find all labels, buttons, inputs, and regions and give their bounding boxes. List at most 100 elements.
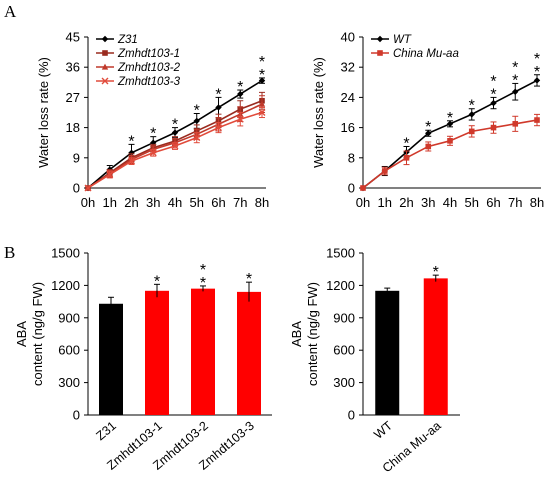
data-point <box>193 117 200 125</box>
bar-group <box>145 283 169 415</box>
legend-item: Zmhdt103-3 <box>96 76 181 88</box>
legend-marker <box>377 50 383 56</box>
significance-mark: * <box>154 273 160 290</box>
x-tick-label: 0h <box>356 195 370 210</box>
y-tick-label: 1500 <box>51 246 80 261</box>
data-point <box>534 117 540 123</box>
data-point <box>149 149 157 157</box>
bar <box>375 290 400 415</box>
significance-mark: * <box>246 271 252 288</box>
data-point <box>512 88 519 95</box>
data-point <box>193 134 201 142</box>
y-tick-label: 9 <box>73 150 80 165</box>
y-tick-label: 27 <box>66 90 80 105</box>
legend-marker <box>376 35 384 43</box>
y-tick-label: 300 <box>58 375 80 390</box>
y-axis-label: Water loss rate (%) <box>311 57 326 168</box>
bar-group <box>191 285 215 415</box>
data-point <box>84 184 92 192</box>
legend-label: Zmhdt103-2 <box>117 62 181 74</box>
y-tick-label: 1500 <box>326 246 355 261</box>
legend-label: WT <box>393 34 412 46</box>
y-axis-label: Water loss rate (%) <box>36 57 51 168</box>
y-axis-label: ABA <box>14 321 29 347</box>
x-tick-label: 2h <box>124 195 138 210</box>
data-point <box>468 111 475 118</box>
bar-group <box>423 274 448 415</box>
data-point <box>236 115 244 123</box>
bar-group <box>237 281 261 415</box>
significance-mark: * <box>194 103 200 120</box>
panel-label-a: A <box>4 2 17 21</box>
significance-mark: * <box>128 133 134 150</box>
significance-mark: * <box>469 98 475 115</box>
legend-item: Zmhdt103-1 <box>96 48 180 60</box>
legend-marker <box>101 35 109 43</box>
x-tick-label: 8h <box>255 195 269 210</box>
data-point <box>512 121 519 127</box>
data-point <box>360 185 366 191</box>
y-tick-label: 8 <box>348 150 355 165</box>
data-point <box>258 77 266 84</box>
significance-mark: * <box>512 59 518 76</box>
legend-label: Zmhdt103-1 <box>117 48 180 60</box>
x-tick-label: 0h <box>81 195 95 210</box>
y-tick-label: 0 <box>348 408 355 423</box>
significance-mark: * <box>172 117 178 134</box>
x-tick-label: 3h <box>146 195 160 210</box>
data-point <box>403 155 410 161</box>
y-tick-label: 40 <box>341 30 355 45</box>
x-tick-label: 5h <box>190 195 204 210</box>
significance-mark: * <box>200 262 206 279</box>
x-tick-label: 8h <box>530 195 544 210</box>
legend-item: China Mu-aa <box>371 48 459 60</box>
y-tick-label: 0 <box>73 181 80 196</box>
significance-mark: * <box>490 73 496 90</box>
data-point <box>171 142 179 150</box>
legend-label: Z31 <box>117 34 138 46</box>
data-point <box>490 124 497 131</box>
y-tick-label: 0 <box>348 181 355 196</box>
y-tick-label: 24 <box>341 90 355 105</box>
bar <box>423 278 448 415</box>
x-tick-label: 1h <box>378 195 392 210</box>
significance-mark: * <box>259 67 265 84</box>
data-point <box>468 128 475 135</box>
legend-marker <box>101 63 109 70</box>
data-point <box>258 109 266 116</box>
y-tick-label: 16 <box>341 120 355 135</box>
data-point <box>215 124 222 132</box>
legend-label: China Mu-aa <box>393 48 459 60</box>
significance-mark: * <box>433 264 439 281</box>
significance-mark: * <box>534 64 540 81</box>
significance-mark: * <box>215 86 221 103</box>
y-tick-label: 900 <box>333 310 355 325</box>
bar <box>145 290 169 415</box>
significance-mark: * <box>512 72 518 89</box>
x-tick-label: 4h <box>168 195 182 210</box>
y-tick-label: 32 <box>341 60 355 75</box>
panel-label-b: B <box>4 243 16 262</box>
y-tick-label: 1200 <box>326 278 355 293</box>
y-tick-label: 36 <box>66 60 80 75</box>
data-point <box>128 149 135 156</box>
bar <box>99 303 123 415</box>
x-tick-label: 6h <box>211 195 225 210</box>
data-point <box>490 99 497 107</box>
y-tick-label: 0 <box>73 408 80 423</box>
x-tick-label: 7h <box>233 195 247 210</box>
y-axis-label: content (ng/g FW) <box>30 282 45 386</box>
data-point <box>425 130 432 137</box>
data-point <box>237 90 244 98</box>
series-Zmhdt103-3 <box>84 106 266 192</box>
significance-mark: * <box>490 86 496 103</box>
data-point <box>128 157 135 165</box>
legend-marker <box>102 50 108 56</box>
legend-item: Z31 <box>96 34 138 46</box>
significance-mark: * <box>534 51 540 68</box>
significance-mark: * <box>237 79 243 96</box>
x-tick-label: 2h <box>399 195 413 210</box>
